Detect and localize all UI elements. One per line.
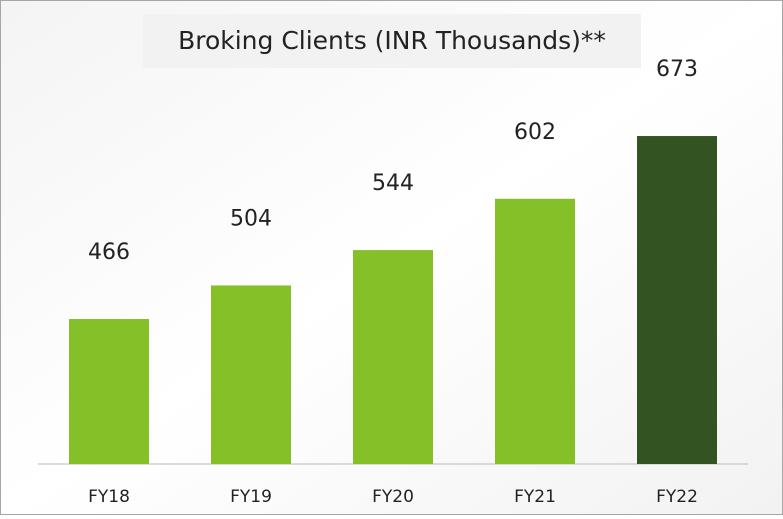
- data-label: 673: [656, 57, 698, 82]
- x-tick-label: FY18: [88, 487, 130, 507]
- bar: [211, 285, 291, 464]
- bar: [637, 136, 717, 464]
- x-tick-label: FY22: [656, 487, 698, 507]
- data-label: 504: [230, 206, 272, 231]
- title-box: [143, 14, 641, 68]
- bar: [495, 198, 575, 464]
- bar: [69, 319, 149, 464]
- data-label: 602: [514, 120, 556, 145]
- chart-title: Broking Clients (INR Thousands)**: [178, 26, 606, 55]
- x-tick-label: FY20: [372, 487, 414, 507]
- data-label: 466: [88, 240, 130, 265]
- bar: [353, 250, 433, 464]
- x-tick-label: FY21: [514, 487, 556, 507]
- x-tick-label: FY19: [230, 487, 272, 507]
- data-label: 544: [372, 171, 414, 196]
